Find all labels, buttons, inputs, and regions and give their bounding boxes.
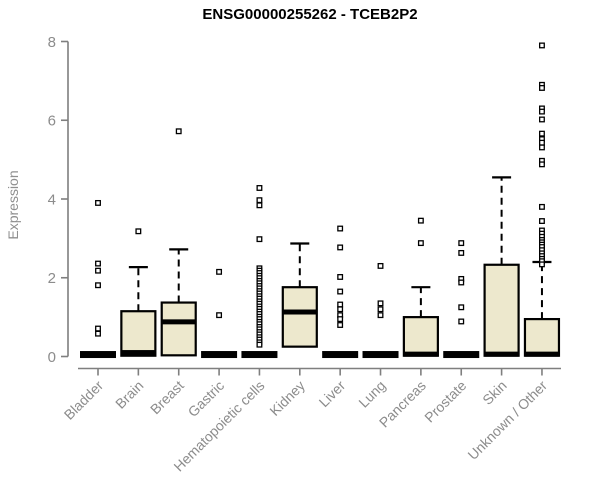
outlier-point — [377, 312, 384, 319]
iqr-box — [281, 286, 318, 348]
outlier-point — [458, 279, 465, 286]
outlier-point — [256, 341, 263, 348]
outlier-point — [458, 240, 465, 247]
outlier-point — [539, 144, 545, 151]
x-tick-label-kidney: Kidney — [266, 377, 308, 419]
outlier-point — [417, 217, 424, 224]
boxplot-gastric — [201, 268, 238, 359]
collapsed-box — [362, 351, 399, 359]
outlier-point — [539, 108, 545, 115]
outlier-point — [337, 322, 344, 328]
outlier-point — [256, 202, 263, 209]
outlier-point — [539, 161, 545, 168]
outlier-point — [95, 260, 101, 267]
boxplot-kidney — [281, 242, 318, 348]
collapsed-box — [80, 351, 116, 359]
outlier-point — [539, 42, 545, 49]
outlier-point — [539, 139, 545, 146]
outlier-point — [95, 199, 101, 206]
outlier-point — [539, 116, 545, 123]
y-axis: 0 2 4 6 8 — [48, 34, 69, 366]
y-tick-label: 0 — [48, 349, 56, 366]
collapsed-box — [322, 351, 359, 359]
outlier-point — [539, 130, 545, 137]
median-line — [403, 351, 438, 357]
boxplot-prostate — [443, 240, 480, 359]
outlier-point — [458, 249, 465, 256]
iqr-box — [120, 310, 157, 357]
collapsed-box — [241, 351, 278, 359]
boxplot-hematopoietic-cells — [241, 185, 278, 359]
y-tick-label: 8 — [48, 34, 56, 51]
x-tick-label-lung: Lung — [355, 377, 388, 410]
outlier-point — [337, 288, 344, 295]
outlier-point — [95, 330, 101, 337]
boxplot-skin — [483, 176, 520, 357]
boxplot-unknown-other — [523, 42, 561, 357]
x-tick-label-skin: Skin — [479, 377, 510, 408]
x-tick-label-brain: Brain — [112, 377, 146, 411]
median-line — [121, 350, 156, 356]
outlier-point — [337, 306, 344, 313]
outlier-point — [95, 267, 101, 274]
outlier-point — [337, 244, 344, 251]
outlier-point — [539, 203, 545, 210]
outlier-point — [256, 236, 263, 243]
outlier-point — [539, 218, 545, 224]
outlier-point — [95, 282, 101, 289]
outlier-point — [256, 197, 263, 204]
outlier-point — [216, 312, 223, 319]
median-line — [524, 351, 559, 357]
outlier-point — [256, 185, 263, 191]
y-tick-label: 6 — [48, 113, 56, 130]
outlier-point — [135, 228, 142, 235]
iqr-box — [160, 301, 197, 357]
median-line — [161, 319, 196, 325]
outlier-point — [417, 240, 424, 247]
iqr-box — [402, 316, 439, 357]
outlier-point — [377, 306, 384, 313]
iqr-box — [523, 317, 561, 357]
outlier-point — [539, 261, 545, 268]
outlier-point — [337, 316, 344, 323]
median-line — [282, 309, 317, 315]
outlier-point — [377, 300, 384, 307]
outlier-point — [458, 304, 465, 311]
x-tick-label-prostate: Prostate — [421, 377, 469, 425]
boxplot-liver — [322, 225, 359, 359]
outlier-point — [337, 301, 344, 308]
collapsed-box — [443, 351, 480, 359]
outlier-point — [337, 225, 344, 232]
x-tick-label-breast: Breast — [147, 377, 187, 417]
outlier-point — [458, 318, 465, 325]
outlier-point — [539, 85, 545, 91]
y-tick-label: 4 — [48, 191, 56, 208]
outlier-point — [377, 262, 384, 269]
iqr-box — [483, 263, 520, 357]
outlier-point — [95, 325, 101, 332]
boxplot-brain — [120, 228, 157, 357]
boxplot-lung — [362, 262, 399, 359]
x-tick-label-bladder: Bladder — [61, 377, 107, 423]
boxplot-pancreas — [402, 217, 439, 357]
collapsed-box — [201, 351, 238, 359]
median-line — [484, 351, 519, 357]
x-tick-label-liver: Liver — [316, 377, 349, 410]
boxplot-breast — [160, 128, 197, 357]
outlier-point — [216, 268, 223, 275]
outlier-point — [337, 274, 344, 280]
chart-title: ENSG00000255262 - TCEB2P2 — [202, 6, 418, 23]
boxplot-bladder — [80, 199, 116, 359]
outlier-point — [175, 128, 182, 135]
y-tick-label: 2 — [48, 270, 56, 287]
